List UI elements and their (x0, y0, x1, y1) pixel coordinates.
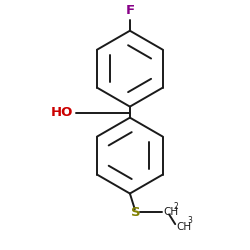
Text: CH: CH (163, 208, 178, 218)
Text: 2: 2 (174, 202, 178, 211)
Text: HO: HO (51, 106, 74, 119)
Text: CH: CH (176, 222, 192, 232)
Text: S: S (131, 206, 141, 219)
Text: F: F (125, 4, 134, 17)
Text: 3: 3 (187, 216, 192, 225)
